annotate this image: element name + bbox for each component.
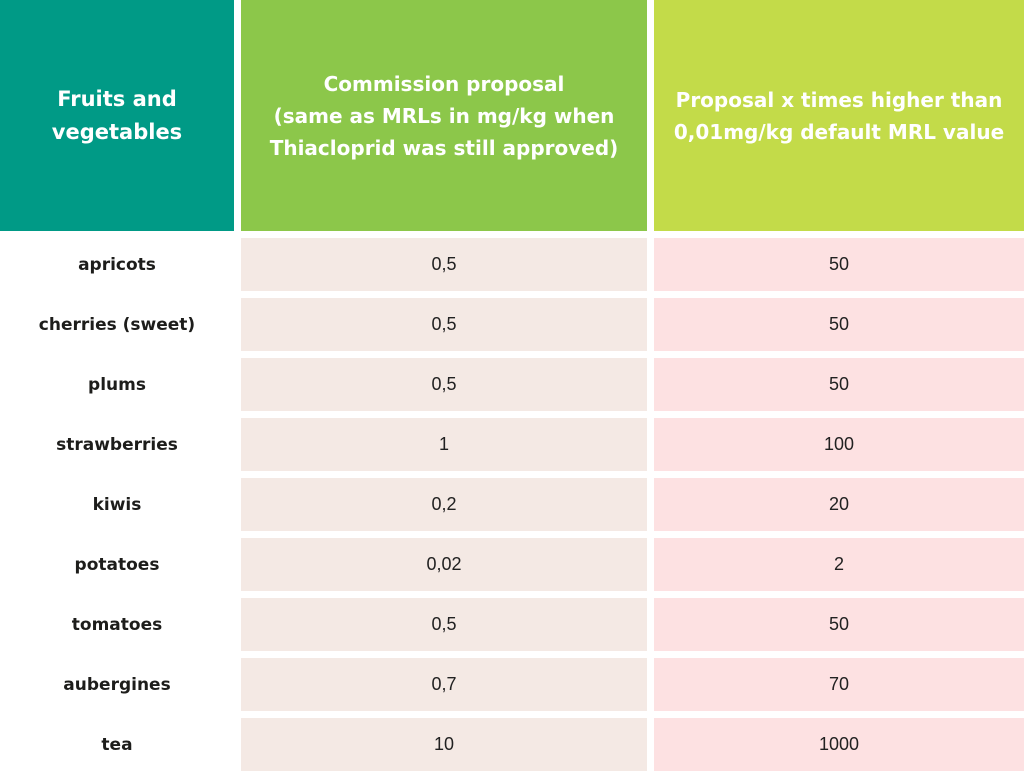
times-cell-kiwis: 20 bbox=[654, 478, 1024, 531]
row-label-tea: tea bbox=[0, 718, 234, 771]
column-header-fruits-vegetables: Fruits and vegetables bbox=[0, 0, 234, 231]
row-label-potatoes: potatoes bbox=[0, 538, 234, 591]
proposal-cell-kiwis: 0,2 bbox=[241, 478, 647, 531]
row-label-aubergines: aubergines bbox=[0, 658, 234, 711]
row-label-plums: plums bbox=[0, 358, 234, 411]
times-cell-strawberries: 100 bbox=[654, 418, 1024, 471]
row-label-strawberries: strawberries bbox=[0, 418, 234, 471]
times-cell-cherries: 50 bbox=[654, 298, 1024, 351]
proposal-cell-potatoes: 0,02 bbox=[241, 538, 647, 591]
times-cell-aubergines: 70 bbox=[654, 658, 1024, 711]
row-label-apricots: apricots bbox=[0, 238, 234, 291]
times-cell-tomatoes: 50 bbox=[654, 598, 1024, 651]
proposal-cell-cherries: 0,5 bbox=[241, 298, 647, 351]
proposal-cell-apricots: 0,5 bbox=[241, 238, 647, 291]
times-cell-plums: 50 bbox=[654, 358, 1024, 411]
proposal-cell-tomatoes: 0,5 bbox=[241, 598, 647, 651]
proposal-cell-tea: 10 bbox=[241, 718, 647, 771]
row-label-kiwis: kiwis bbox=[0, 478, 234, 531]
column-header-proposal-times-higher: Proposal x times higher than 0,01mg/kg d… bbox=[654, 0, 1024, 231]
row-label-tomatoes: tomatoes bbox=[0, 598, 234, 651]
row-label-cherries: cherries (sweet) bbox=[0, 298, 234, 351]
times-cell-tea: 1000 bbox=[654, 718, 1024, 771]
proposal-cell-plums: 0,5 bbox=[241, 358, 647, 411]
times-cell-potatoes: 2 bbox=[654, 538, 1024, 591]
proposal-cell-strawberries: 1 bbox=[241, 418, 647, 471]
times-cell-apricots: 50 bbox=[654, 238, 1024, 291]
proposal-cell-aubergines: 0,7 bbox=[241, 658, 647, 711]
column-header-commission-proposal: Commission proposal (same as MRLs in mg/… bbox=[241, 0, 647, 231]
